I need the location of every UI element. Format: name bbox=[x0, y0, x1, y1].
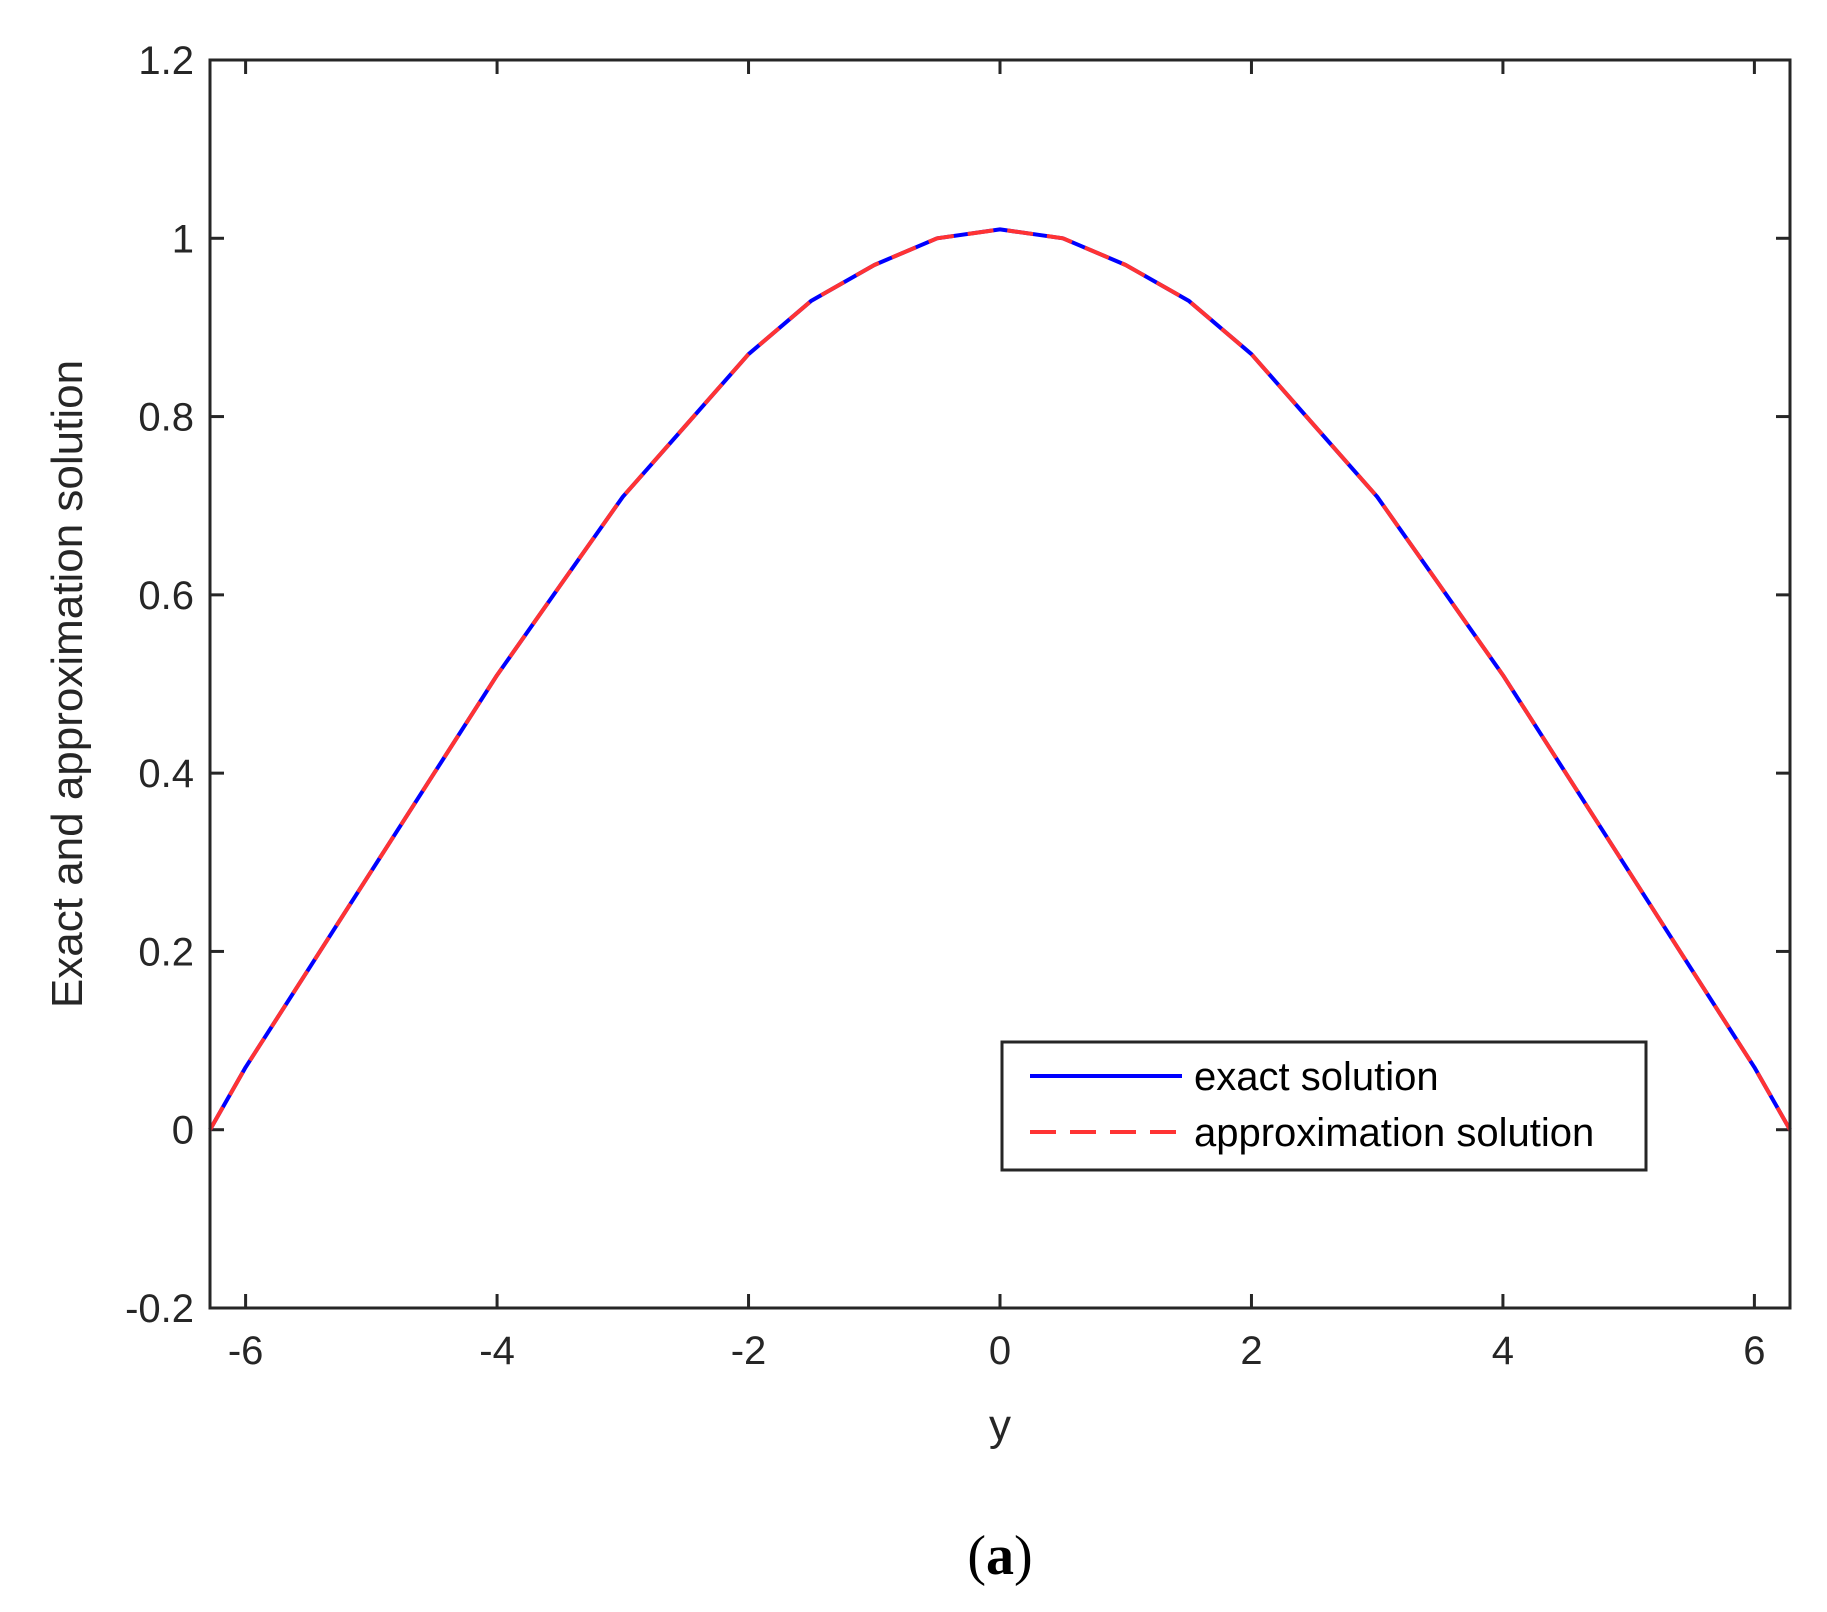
figure-caption: (a) bbox=[967, 1525, 1032, 1587]
y-tick-label: 0.8 bbox=[138, 396, 194, 440]
y-tick-label: 1.2 bbox=[138, 39, 194, 83]
y-tick-label: 1 bbox=[172, 217, 194, 261]
y-tick-label: -0.2 bbox=[125, 1287, 194, 1331]
legend-label-approximation: approximation solution bbox=[1194, 1111, 1594, 1155]
caption-open-paren: ( bbox=[967, 1525, 986, 1587]
x-tick-label: 6 bbox=[1743, 1329, 1765, 1373]
x-tick-label: -6 bbox=[228, 1329, 264, 1373]
series-line-approximation bbox=[208, 227, 1792, 1131]
x-tick-label: 4 bbox=[1492, 1329, 1514, 1373]
legend: exact solution approximation solution bbox=[1000, 1040, 1648, 1172]
x-tick-label: -2 bbox=[731, 1329, 767, 1373]
caption-letter: a bbox=[986, 1525, 1014, 1587]
x-tick-label: 2 bbox=[1240, 1329, 1262, 1373]
series-layer bbox=[208, 227, 1792, 1131]
x-axis-label: y bbox=[989, 1401, 1011, 1450]
y-axis-label: Exact and approximation solution bbox=[43, 360, 92, 1008]
x-tick-label: 0 bbox=[989, 1329, 1011, 1373]
y-tick-label: 0.2 bbox=[138, 930, 194, 974]
plot-frame bbox=[208, 58, 1792, 1310]
x-tick-labels: -6 -4 -2 0 2 4 6 bbox=[228, 1329, 1766, 1373]
x-tick-label: -4 bbox=[479, 1329, 515, 1373]
y-tick-label: 0.4 bbox=[138, 752, 194, 796]
y-tick-label: 0.6 bbox=[138, 574, 194, 618]
caption-close-paren: ) bbox=[1014, 1525, 1033, 1587]
legend-label-exact: exact solution bbox=[1194, 1055, 1439, 1099]
legend-box bbox=[1000, 1040, 1648, 1172]
y-tick-labels: -0.2 0 0.2 0.4 0.6 0.8 1 1.2 bbox=[125, 39, 194, 1331]
y-tick-label: 0 bbox=[172, 1109, 194, 1153]
